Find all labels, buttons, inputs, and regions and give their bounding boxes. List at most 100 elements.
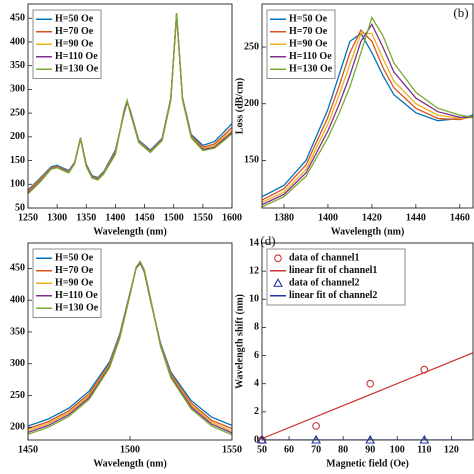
y-tick-label: 250 [10,390,25,401]
legend-label: H=90 Oe [55,278,94,289]
x-tick-label: 1400 [105,212,125,223]
legend-label: H=70 Oe [55,265,94,276]
y-axis-label: Wavelength shift (nm) [234,294,245,389]
y-tick-label: 350 [10,326,25,337]
y-tick-label: 100 [10,179,25,190]
panel: 50 60 70 80 90 100 110 120 0 2 4 6 8 10 12 14 Magnetic f… [234,233,474,469]
y-tick-label: 400 [10,36,25,47]
y-tick-label: 50 [15,202,25,213]
y-axis-label: Loss (dB/cm) [234,78,245,134]
plot-area [28,12,232,195]
marker [274,254,282,263]
series-line [28,12,232,195]
axes-frame [261,242,474,441]
legend-label: H=90 Oe [289,39,328,50]
series-line [262,16,473,208]
y-tick-label: 150 [244,155,259,166]
series-line [262,352,473,440]
legend: H=50 OeH=70 Oe H=90 OeH=110 Oe H=130 Oe [32,248,102,318]
x-tick-label: 50 [257,444,267,455]
legend-box [266,248,406,306]
x-tick-label: 1380 [274,212,294,223]
x-tick-label: 1450 [135,212,155,223]
y-tick-label: 450 [10,263,25,274]
legend-label: linear fit of channel1 [289,265,377,276]
y-tick-label: 2 [254,406,259,417]
marker [311,434,322,444]
x-tick-label: 1300 [47,212,67,223]
y-tick-label: 450 [10,13,25,24]
y-tick-label: 250 [10,107,25,118]
x-axis-label: Wavelength (nm) [331,226,405,237]
panel-label: (b) [453,5,468,20]
panel: 1380 1400 1420 1440 1460 150 200 250 Wavelength … [234,3,474,237]
legend-label: H=50 Oe [55,14,94,25]
y-tick-label: 200 [10,131,25,142]
y-tick-label: 4 [254,378,259,389]
marker [420,365,429,374]
axes-frame [27,242,233,441]
x-tick-label: 1460 [450,212,470,223]
x-tick-label: 1440 [406,212,426,223]
legend-label: H=110 Oe [289,51,332,62]
y-tick-label: 300 [10,84,25,95]
y-tick-label: 150 [10,155,25,166]
axes-frame [27,3,233,209]
series-line [262,32,473,198]
legend-label: H=130 Oe [55,64,99,75]
x-tick-label: 1500 [164,212,184,223]
plot-area [262,16,473,208]
axes-frame [261,3,474,209]
marker [419,434,430,444]
x-tick-label: 120 [444,444,459,455]
legend-label: data of channel2 [289,278,360,289]
legend-label: data of channel1 [289,253,360,264]
legend-label: H=110 Oe [55,290,98,301]
plot-area [28,260,232,436]
series-line [262,23,473,206]
legend-label: H=130 Oe [55,303,99,314]
marker [366,379,375,388]
x-axis-label: Wavelength (nm) [93,458,167,469]
legend-label: H=110 Oe [55,51,98,62]
x-tick-label: 1450 [18,444,38,455]
x-tick-label: 1350 [76,212,96,223]
legend: H=50 OeH=70 Oe H=90 OeH=110 Oe H=130 Oe [266,9,336,79]
x-tick-label: 100 [390,444,405,455]
legend: H=50 OeH=70 Oe H=90 OeH=110 Oe H=130 Oe [32,9,102,79]
x-tick-label: 90 [365,444,375,455]
x-tick-label: 110 [417,444,431,455]
legend-label: H=70 Oe [289,26,328,37]
y-tick-label: 350 [10,60,25,71]
x-tick-label: 60 [284,444,294,455]
x-tick-label: 1420 [362,212,382,223]
legend-label: linear fit of channel2 [289,290,377,301]
legend-label: H=50 Oe [55,253,94,264]
marker [257,434,267,444]
y-tick-label: 0 [254,434,259,445]
y-tick-label: 12 [249,265,259,276]
panel: 1250 1300 1350 1400 1450 1500 1550 1600 50 100 150… [10,3,242,237]
legend-label: H=50 Oe [289,14,328,25]
y-tick-label: 200 [10,422,25,433]
panel: 1450 1500 1550 200 250 300 350 400 450 Wavelength… [10,242,242,469]
x-tick-label: 80 [338,444,348,455]
x-axis-label: Magnetic field (Oe) [326,458,409,469]
y-tick-label: 300 [10,358,25,369]
x-axis-label: Wavelength (nm) [93,226,167,237]
y-tick-label: 14 [249,237,259,248]
y-tick-label: 200 [244,98,259,109]
legend-label: H=130 Oe [289,64,333,75]
y-tick-label: 6 [254,350,259,361]
marker [312,422,320,430]
legend-label: H=70 Oe [55,26,94,37]
legend-label: H=90 Oe [55,39,94,50]
x-tick-label: 1500 [120,444,140,455]
y-tick-label: 400 [10,294,25,305]
plot-area [262,352,473,440]
y-tick-label: 10 [249,294,259,305]
x-tick-label: 1250 [18,212,38,223]
x-tick-label: 70 [311,444,321,455]
